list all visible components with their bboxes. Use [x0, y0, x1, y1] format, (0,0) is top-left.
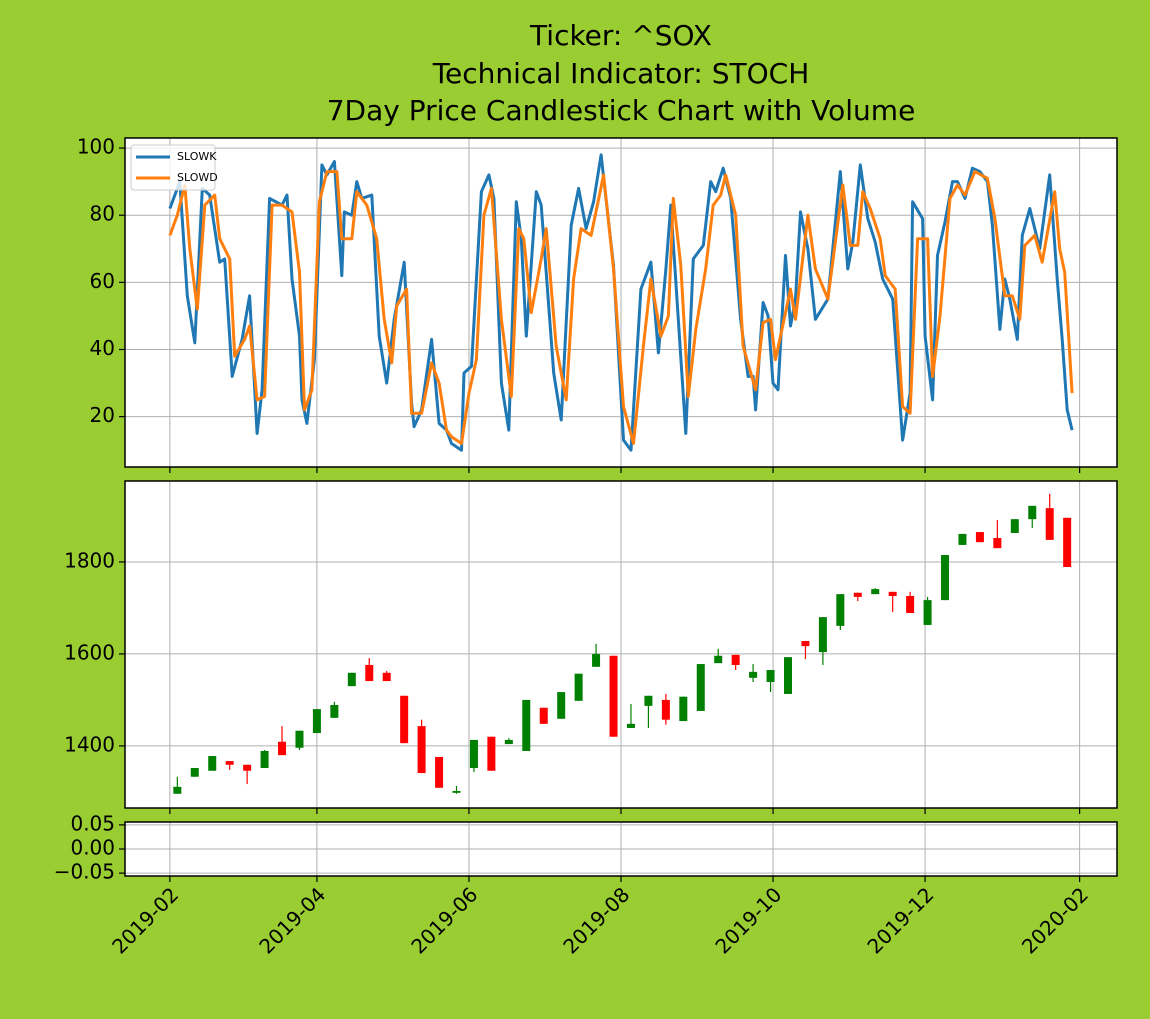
- y-tick-label: 0.05: [70, 811, 115, 835]
- candle-body: [557, 692, 566, 719]
- candle-body: [243, 764, 252, 771]
- y-tick-label: 0.00: [70, 836, 115, 860]
- candle-body: [1045, 508, 1054, 540]
- title-line: Ticker: ^SOX: [529, 19, 712, 52]
- candle-body: [539, 707, 548, 724]
- candle-body: [400, 695, 409, 744]
- candle-body: [853, 592, 862, 597]
- x-tick-label: 2020-02: [1017, 882, 1093, 958]
- x-tick-label: 2019-12: [862, 882, 938, 958]
- candle-body: [731, 654, 740, 665]
- candle-body: [626, 723, 635, 728]
- candle-body: [278, 741, 287, 756]
- candle-body: [714, 655, 723, 664]
- candle-body: [609, 655, 618, 737]
- legend-label: SLOWD: [177, 171, 218, 184]
- candle-body: [312, 709, 321, 734]
- y-tick-label: 20: [90, 403, 115, 427]
- title-line: Technical Indicator: STOCH: [432, 57, 810, 90]
- title-line: 7Day Price Candlestick Chart with Volume: [327, 94, 916, 127]
- candle-body: [190, 767, 199, 777]
- x-tick-label: 2019-10: [710, 882, 786, 958]
- y-tick-label: 1400: [64, 732, 115, 756]
- candle-body: [1063, 517, 1072, 568]
- candle-body: [941, 555, 950, 601]
- line-series: [168, 153, 1074, 452]
- candle-body: [1028, 505, 1037, 520]
- candle-body: [801, 641, 810, 647]
- candle-body: [347, 672, 356, 687]
- candle-body: [487, 736, 496, 771]
- candle-body: [871, 589, 880, 595]
- y-tick-label: 60: [90, 269, 115, 293]
- candle-body: [975, 532, 984, 543]
- y-tick-label: 1600: [64, 640, 115, 664]
- candle-body: [522, 699, 531, 751]
- candle-body: [260, 750, 269, 768]
- candle-body: [644, 695, 653, 706]
- candle-body: [435, 756, 444, 788]
- line-series: [168, 170, 1074, 445]
- y-tick-label: −0.05: [54, 860, 115, 884]
- candle-body: [766, 670, 775, 682]
- plot-frame: [124, 137, 1118, 468]
- candle-body: [923, 600, 932, 625]
- candle-body: [888, 591, 897, 596]
- candle-body: [365, 664, 374, 682]
- legend-label: SLOWK: [177, 150, 217, 163]
- candle-body: [208, 756, 217, 771]
- candle-body: [382, 672, 391, 682]
- candle-body: [783, 657, 792, 694]
- plot-frame: [124, 821, 1118, 877]
- x-tick-label: 2019-08: [558, 882, 634, 958]
- candle-body: [330, 704, 339, 718]
- candle-body: [906, 595, 915, 613]
- candle-body: [818, 617, 827, 653]
- candle-body: [504, 739, 513, 745]
- candle-body: [295, 730, 304, 748]
- candle-body: [452, 790, 461, 793]
- candle-body: [679, 696, 688, 722]
- x-tick-label: 2019-02: [107, 882, 183, 958]
- x-tick-label: 2019-06: [406, 882, 482, 958]
- y-tick-label: 100: [77, 135, 115, 159]
- candle-body: [749, 671, 758, 678]
- candle-body: [696, 664, 705, 711]
- candle-body: [592, 653, 601, 667]
- candle-body: [958, 533, 967, 545]
- candle-body: [469, 739, 478, 768]
- candle-body: [574, 673, 583, 701]
- y-tick-label: 40: [90, 336, 115, 360]
- x-tick-label: 2019-04: [254, 882, 330, 958]
- plot-frame: [124, 480, 1118, 809]
- candle-body: [993, 538, 1002, 549]
- candle-body: [661, 699, 670, 720]
- y-tick-label: 1800: [64, 548, 115, 572]
- candle-body: [417, 726, 426, 774]
- candle-body: [225, 761, 234, 765]
- candle-body: [1010, 519, 1019, 533]
- y-tick-label: 80: [90, 202, 115, 226]
- candle-body: [836, 594, 845, 626]
- candle-body: [173, 786, 182, 794]
